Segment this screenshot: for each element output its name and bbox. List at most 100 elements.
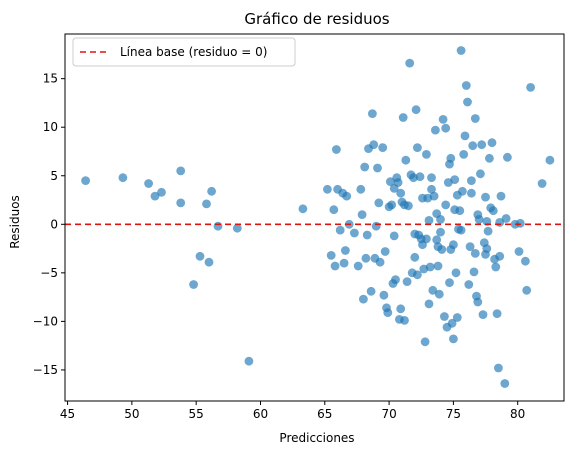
scatter-point <box>503 152 512 162</box>
scatter-point <box>425 262 435 272</box>
scatter-point <box>360 162 370 172</box>
x-tick-label: 65 <box>317 407 332 421</box>
scatter-point <box>494 363 503 373</box>
scatter-point <box>470 114 480 123</box>
scatter-point <box>433 261 443 271</box>
scatter-point <box>357 210 367 220</box>
scatter-point <box>150 191 160 201</box>
scatter-point <box>379 290 389 300</box>
scatter-point <box>406 170 416 180</box>
scatter-point <box>491 262 501 272</box>
scatter-point <box>459 150 469 159</box>
scatter-point <box>386 177 395 187</box>
scatter-point <box>432 235 442 245</box>
y-tick-label: 0 <box>50 217 58 231</box>
scatter-point <box>468 141 478 151</box>
scatter-point <box>436 227 445 237</box>
scatter-point <box>415 172 425 182</box>
x-tick-label: 45 <box>60 407 75 421</box>
plot-background <box>65 34 564 401</box>
y-tick-label: 15 <box>43 72 58 86</box>
scatter-point <box>378 143 388 153</box>
scatter-point <box>374 198 384 208</box>
scatter-point <box>456 46 466 55</box>
scatter-point <box>422 150 431 159</box>
scatter-point <box>400 316 409 325</box>
scatter-point <box>463 97 472 107</box>
scatter-point <box>420 337 430 347</box>
x-tick-label: 50 <box>124 407 139 421</box>
scatter-point <box>384 202 394 212</box>
scatter-point <box>427 184 436 194</box>
x-tick-label: 55 <box>189 407 204 421</box>
scatter-point <box>204 257 214 267</box>
scatter-point <box>485 153 494 163</box>
scatter-point <box>452 190 462 200</box>
scatter-point <box>456 225 466 235</box>
scatter-point <box>496 191 506 201</box>
scatter-point <box>436 215 445 224</box>
scatter-point <box>389 184 399 193</box>
scatter-point <box>213 221 223 231</box>
scatter-point <box>341 246 350 255</box>
scatter-point <box>495 251 505 261</box>
scatter-point <box>429 191 439 201</box>
scatter-point <box>81 176 90 186</box>
scatter-point <box>473 297 483 307</box>
scatter-point <box>465 242 475 252</box>
y-tick-label: −15 <box>33 363 58 377</box>
scatter-point <box>118 173 128 183</box>
y-axis-label: Residuos <box>8 195 22 249</box>
scatter-point <box>447 318 457 328</box>
scatter-point <box>368 109 377 118</box>
scatter-point <box>476 169 485 179</box>
scatter-point <box>450 205 460 215</box>
scatter-point <box>144 179 154 188</box>
x-axis-label: Predicciones <box>279 431 354 445</box>
scatter-point <box>342 191 352 201</box>
scatter-point <box>501 214 511 223</box>
scatter-point <box>467 176 476 186</box>
scatter-point <box>452 313 462 322</box>
scatter-point <box>438 115 448 124</box>
scatter-point <box>483 226 493 236</box>
scatter-point <box>366 286 376 296</box>
scatter-point <box>446 153 456 163</box>
y-tick-label: −10 <box>33 314 58 328</box>
scatter-point <box>335 225 345 235</box>
scatter-point <box>359 294 368 304</box>
scatter-point <box>427 173 436 183</box>
x-axis-ticks: 45 50 55 60 65 70 75 80 <box>60 401 525 421</box>
scatter-point <box>396 304 406 314</box>
y-tick-label: −5 <box>40 266 58 280</box>
scatter-point <box>202 199 211 209</box>
scatter-point <box>434 289 444 299</box>
scatter-point <box>477 140 487 150</box>
scatter-point <box>481 192 490 202</box>
chart-title: Gráfico de residuos <box>244 10 389 28</box>
scatter-point <box>413 143 422 153</box>
scatter-point <box>244 356 254 366</box>
scatter-point <box>522 285 532 295</box>
scatter-point <box>176 198 186 208</box>
x-tick-label: 70 <box>381 407 396 421</box>
scatter-point <box>404 201 413 211</box>
scatter-point <box>373 163 382 173</box>
scatter-point <box>545 155 555 165</box>
scatter-point <box>449 240 458 250</box>
scatter-point <box>478 310 488 319</box>
scatter-point <box>330 261 340 271</box>
scatter-point <box>326 251 336 260</box>
scatter-point <box>339 258 349 268</box>
scatter-point <box>195 251 205 261</box>
scatter-point <box>514 247 524 256</box>
scatter-point <box>474 215 484 224</box>
scatter-point <box>361 253 371 263</box>
scatter-point <box>424 216 434 225</box>
scatter-point <box>449 334 458 344</box>
scatter-point <box>460 131 470 141</box>
scatter-point <box>441 123 451 133</box>
legend-box <box>72 37 296 67</box>
